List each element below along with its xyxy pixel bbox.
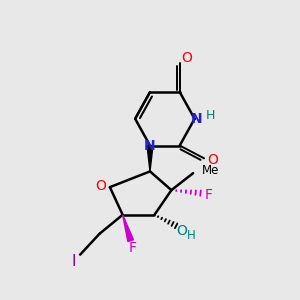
Text: F: F — [129, 241, 137, 255]
Text: F: F — [205, 188, 213, 202]
Text: O: O — [182, 51, 193, 65]
Text: I: I — [72, 254, 76, 269]
Text: N: N — [144, 139, 156, 152]
Text: O: O — [177, 224, 188, 238]
Text: O: O — [207, 153, 218, 167]
Text: H: H — [187, 229, 196, 242]
Polygon shape — [123, 215, 134, 242]
Text: H: H — [206, 109, 216, 122]
Text: O: O — [95, 179, 106, 193]
Polygon shape — [147, 146, 153, 171]
Text: Me: Me — [201, 164, 219, 177]
Text: N: N — [190, 112, 202, 126]
